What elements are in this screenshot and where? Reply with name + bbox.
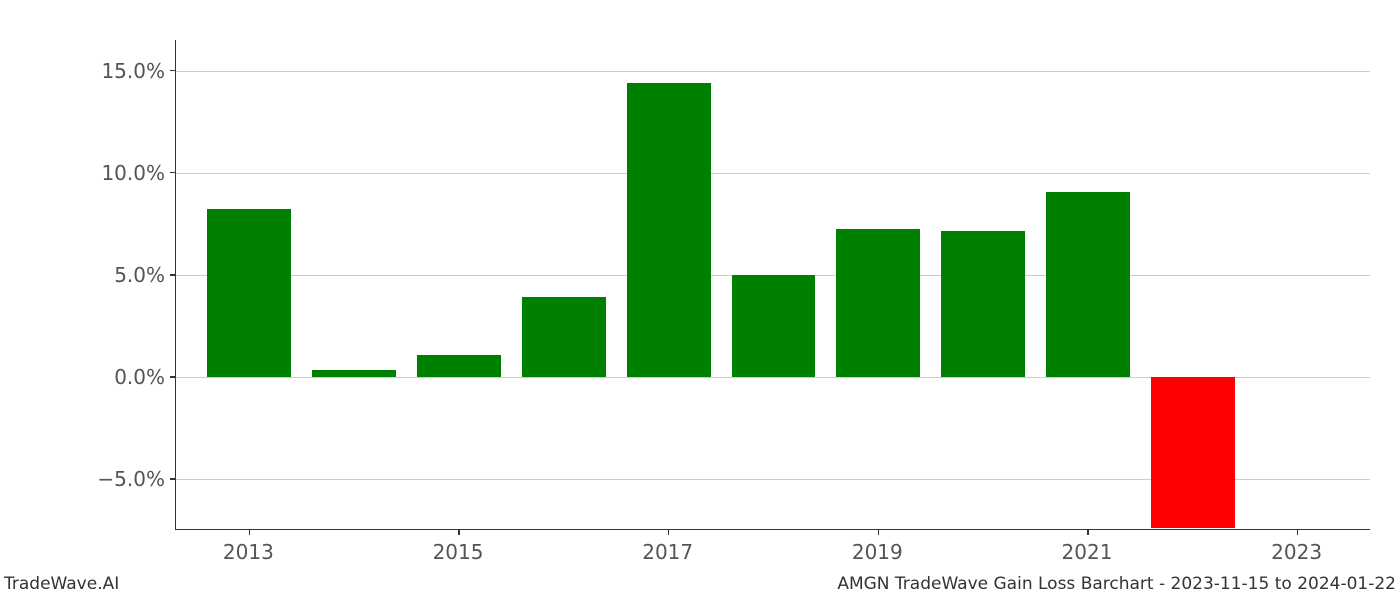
- y-tick-label: 0.0%: [65, 365, 165, 389]
- x-tick-label: 2023: [1271, 540, 1322, 564]
- x-tick-mark: [1297, 529, 1299, 535]
- x-tick-mark: [458, 529, 460, 535]
- bar: [836, 229, 920, 377]
- grid-line: [176, 173, 1370, 174]
- bar: [312, 370, 396, 377]
- bar: [941, 231, 1025, 377]
- bar: [627, 83, 711, 377]
- footer-right-text: AMGN TradeWave Gain Loss Barchart - 2023…: [837, 574, 1396, 594]
- x-tick-mark: [668, 529, 670, 535]
- grid-line: [176, 71, 1370, 72]
- x-tick-label: 2021: [1062, 540, 1113, 564]
- bar: [1151, 377, 1235, 528]
- y-tick-mark: [170, 172, 176, 174]
- y-tick-mark: [170, 274, 176, 276]
- x-tick-mark: [249, 529, 251, 535]
- x-tick-label: 2013: [223, 540, 274, 564]
- bar: [522, 297, 606, 377]
- bar: [207, 209, 291, 376]
- y-tick-label: 15.0%: [65, 59, 165, 83]
- y-tick-label: 5.0%: [65, 263, 165, 287]
- footer-left-text: TradeWave.AI: [4, 574, 119, 594]
- y-tick-mark: [170, 478, 176, 480]
- bar: [732, 275, 816, 377]
- y-tick-mark: [170, 376, 176, 378]
- x-tick-label: 2017: [642, 540, 693, 564]
- y-tick-label: −5.0%: [65, 467, 165, 491]
- x-tick-mark: [878, 529, 880, 535]
- y-tick-label: 10.0%: [65, 161, 165, 185]
- x-tick-label: 2019: [852, 540, 903, 564]
- bar: [1046, 192, 1130, 377]
- x-tick-label: 2015: [433, 540, 484, 564]
- x-tick-mark: [1087, 529, 1089, 535]
- bar: [417, 355, 501, 376]
- chart-plot-area: [175, 40, 1370, 530]
- y-tick-mark: [170, 70, 176, 72]
